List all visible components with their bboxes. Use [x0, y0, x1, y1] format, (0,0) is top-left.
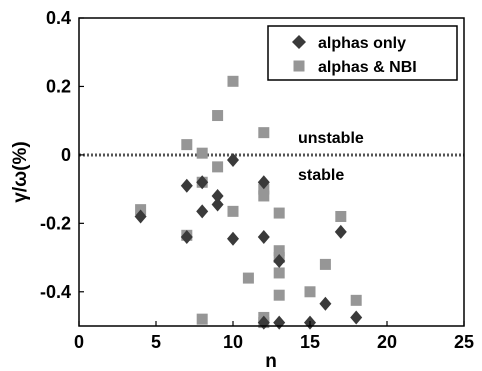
x-tick-label: 20 [377, 332, 397, 352]
data-point-alphas-nbi [350, 294, 362, 306]
data-point-alphas-nbi [273, 245, 285, 257]
stable-annotation: stable [298, 167, 344, 184]
y-tick-label: 0.2 [46, 76, 71, 96]
data-point-alphas-only [227, 153, 239, 168]
data-point-alphas-only [134, 209, 147, 224]
y-axis-label: γ/ω(%) [10, 141, 31, 202]
data-point-alphas-nbi [181, 139, 193, 151]
y-tick-label: 0.4 [46, 8, 71, 28]
data-point-alphas-nbi [335, 210, 347, 222]
data-point-alphas-only [334, 224, 347, 239]
legend-diamond-marker [292, 35, 306, 49]
legend-label-alphas-only: alphas only [318, 35, 406, 52]
data-point-alphas-only [211, 188, 224, 203]
data-point-alphas-only [196, 175, 209, 190]
data-point-alphas-only [196, 204, 209, 219]
data-point-alphas-only [319, 296, 332, 311]
axis-ticks: 0 5 10 15 20 25 0.4 0.2 0 -0.2 -0.4 [40, 8, 474, 352]
data-point-alphas-only [211, 197, 224, 212]
x-tick-label: 25 [454, 332, 474, 352]
data-point-alphas-nbi [227, 205, 239, 217]
data-point-alphas-nbi [196, 313, 208, 325]
y-tick-label: -0.4 [40, 282, 71, 302]
data-point-alphas-nbi [273, 207, 285, 219]
data-points [134, 75, 363, 330]
legend-label-alphas-nbi: alphas & NBI [318, 59, 417, 76]
data-point-alphas-only [180, 230, 193, 245]
data-point-alphas-nbi [304, 286, 316, 298]
x-tick-label: 15 [300, 332, 320, 352]
data-point-alphas-nbi [196, 147, 208, 159]
x-tick-label: 10 [223, 332, 243, 352]
legend-square-marker [293, 60, 305, 72]
data-point-alphas-only [350, 310, 363, 325]
plot-frame [78, 17, 465, 327]
x-tick-label: 0 [74, 332, 84, 352]
data-point-alphas-nbi [258, 190, 270, 202]
data-point-alphas-nbi [319, 258, 331, 270]
data-point-alphas-only [273, 253, 286, 268]
legend: alphas only alphas & NBI [267, 25, 458, 81]
data-point-alphas-nbi [212, 161, 224, 173]
data-point-alphas-only [180, 178, 193, 193]
data-point-alphas-only [227, 231, 239, 246]
data-point-alphas-only [257, 175, 270, 190]
data-point-alphas-nbi [242, 272, 254, 284]
data-point-alphas-nbi [273, 267, 285, 279]
data-point-alphas-nbi [273, 289, 285, 301]
data-point-alphas-nbi [227, 75, 239, 87]
x-tick-label: 5 [151, 332, 161, 352]
y-tick-label: 0 [61, 145, 71, 165]
data-point-alphas-nbi [258, 127, 270, 139]
y-tick-label: -0.2 [40, 213, 71, 233]
x-axis-label: n [265, 351, 277, 371]
data-point-alphas-only [257, 230, 270, 245]
unstable-annotation: unstable [298, 130, 364, 147]
data-point-alphas-nbi [212, 110, 224, 122]
